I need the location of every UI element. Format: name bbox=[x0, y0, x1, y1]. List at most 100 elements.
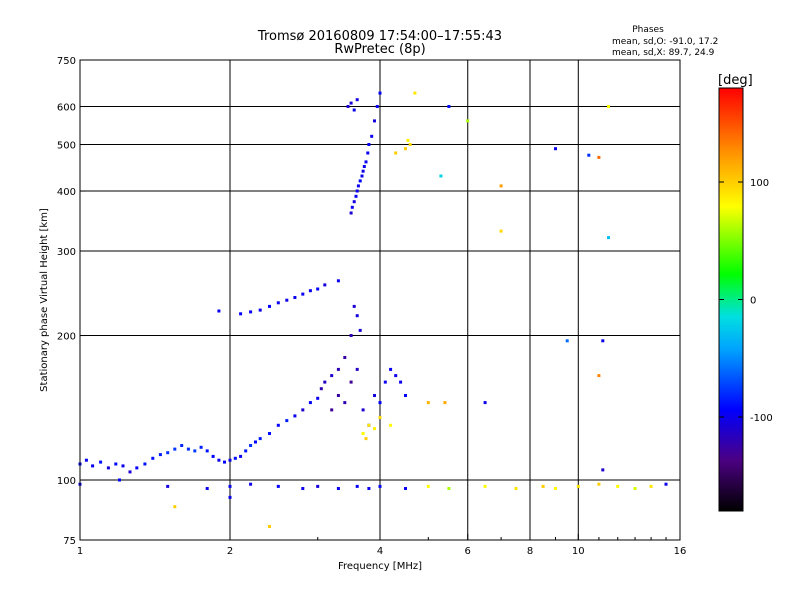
data-point bbox=[378, 484, 382, 488]
data-point bbox=[330, 408, 334, 412]
data-point bbox=[499, 184, 503, 188]
data-point bbox=[91, 464, 95, 468]
data-point bbox=[466, 119, 470, 123]
data-point bbox=[378, 91, 382, 95]
data-point bbox=[276, 423, 280, 427]
data-point bbox=[228, 495, 232, 499]
phases-title: Phases bbox=[632, 25, 664, 35]
data-point bbox=[362, 165, 366, 168]
data-point bbox=[587, 153, 591, 157]
data-point bbox=[349, 101, 353, 105]
data-point bbox=[378, 401, 382, 405]
data-point bbox=[406, 138, 410, 142]
data-point bbox=[358, 328, 362, 332]
data-point bbox=[367, 487, 371, 490]
y-tick-label: 600 bbox=[57, 103, 76, 114]
data-point bbox=[364, 160, 368, 164]
data-point bbox=[633, 487, 637, 490]
x-tick-label: 10 bbox=[572, 546, 585, 557]
data-point bbox=[166, 484, 170, 488]
data-point bbox=[361, 432, 365, 435]
data-point bbox=[373, 119, 376, 123]
data-point bbox=[151, 456, 155, 460]
data-point bbox=[350, 205, 354, 209]
y-tick-label: 100 bbox=[57, 476, 76, 487]
data-point bbox=[413, 91, 417, 95]
data-point bbox=[173, 505, 177, 509]
data-point bbox=[285, 298, 289, 302]
data-point bbox=[404, 487, 407, 490]
data-point bbox=[483, 484, 487, 488]
data-point bbox=[186, 447, 190, 451]
data-point bbox=[360, 174, 364, 178]
data-point bbox=[426, 484, 430, 488]
data-point bbox=[199, 445, 203, 449]
data-point bbox=[106, 466, 110, 470]
data-point bbox=[649, 484, 653, 488]
data-point bbox=[601, 468, 605, 472]
data-point bbox=[268, 432, 271, 435]
data-point bbox=[349, 211, 353, 215]
data-point bbox=[607, 236, 610, 240]
colorbar-tick-label: -100 bbox=[750, 413, 773, 424]
data-point bbox=[193, 449, 197, 453]
data-point bbox=[301, 408, 305, 412]
data-point bbox=[143, 462, 147, 466]
data-point bbox=[316, 396, 320, 400]
x-tick-label: 6 bbox=[465, 546, 471, 557]
data-point bbox=[239, 454, 243, 458]
data-point bbox=[355, 189, 359, 193]
data-point bbox=[514, 487, 518, 490]
y-tick-label: 500 bbox=[57, 141, 76, 152]
data-point bbox=[375, 105, 379, 108]
data-point bbox=[293, 296, 297, 299]
data-point bbox=[439, 174, 443, 178]
data-point bbox=[308, 289, 312, 293]
data-point bbox=[128, 470, 132, 474]
colorbar-tick-label: 100 bbox=[750, 178, 769, 189]
colorbar-tick-label: 0 bbox=[750, 296, 756, 307]
data-point bbox=[118, 478, 121, 482]
colorbar-label: [deg] bbox=[718, 73, 753, 88]
data-point bbox=[336, 394, 340, 397]
data-point bbox=[443, 401, 447, 405]
data-point bbox=[541, 484, 545, 488]
data-point bbox=[352, 200, 356, 204]
data-point bbox=[293, 414, 297, 418]
data-point bbox=[308, 401, 312, 405]
x-tick-label: 2 bbox=[227, 546, 233, 557]
data-point bbox=[367, 143, 371, 146]
data-point bbox=[378, 416, 382, 419]
data-point bbox=[404, 147, 407, 151]
data-point bbox=[316, 287, 320, 291]
data-point bbox=[336, 279, 340, 283]
data-point bbox=[361, 169, 365, 173]
data-point bbox=[249, 444, 253, 447]
data-point bbox=[361, 408, 365, 412]
data-point bbox=[356, 184, 360, 188]
data-point bbox=[499, 229, 503, 233]
data-point bbox=[426, 401, 430, 405]
data-point bbox=[366, 151, 370, 155]
data-point bbox=[597, 374, 601, 378]
data-point bbox=[576, 484, 580, 488]
data-point bbox=[285, 419, 289, 423]
data-point bbox=[565, 339, 569, 343]
data-point bbox=[352, 108, 356, 112]
x-axis-label: Frequency [MHz] bbox=[338, 561, 422, 572]
data-point bbox=[355, 98, 359, 102]
data-point bbox=[447, 487, 451, 490]
data-point bbox=[323, 380, 327, 384]
data-point bbox=[597, 155, 601, 159]
data-point bbox=[352, 304, 356, 308]
data-point bbox=[99, 460, 103, 464]
data-point bbox=[244, 449, 248, 453]
y-axis-label: Stationary phase Virtual Height [km] bbox=[39, 208, 50, 392]
data-point bbox=[597, 482, 601, 486]
plot-frame bbox=[79, 59, 681, 541]
data-point bbox=[349, 334, 353, 337]
data-point bbox=[389, 423, 393, 427]
data-point bbox=[223, 460, 226, 464]
data-point bbox=[319, 387, 323, 391]
